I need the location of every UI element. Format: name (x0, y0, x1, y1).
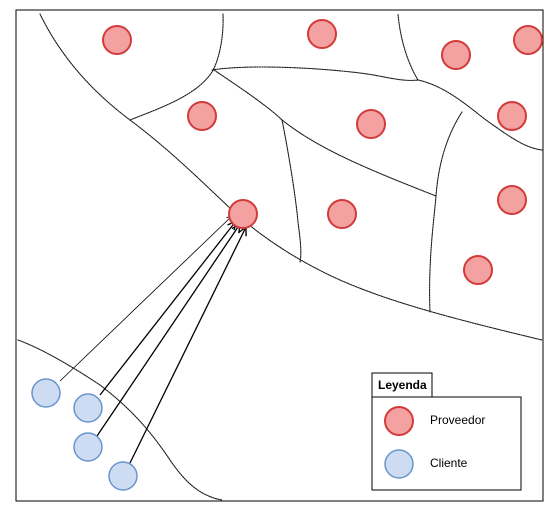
connection-arrows (59, 216, 246, 464)
boundary-center-vertical (281, 119, 302, 263)
arrow-client-2 (99, 221, 236, 396)
legend-provider-label: Proveedor (430, 413, 485, 427)
boundary-top-middle (211, 66, 419, 81)
legend: Leyenda Proveedor Cliente (371, 372, 522, 491)
arrow-client-1 (59, 216, 232, 382)
legend-client-symbol (384, 449, 414, 479)
region-boundaries (17, 13, 543, 501)
legend-title-tab (371, 372, 433, 398)
client-node-1 (31, 378, 61, 408)
client-node-4 (108, 461, 138, 491)
provider-node (441, 40, 471, 70)
boundary-top-left-curve (129, 13, 224, 121)
provider-nodes (102, 19, 543, 285)
client-node-2 (73, 393, 103, 423)
provider-node (356, 109, 386, 139)
client-nodes (31, 378, 138, 491)
boundary-middle-diagonal (213, 69, 437, 197)
arrow-client-3 (96, 224, 240, 437)
boundary-bottom-left-curve (17, 339, 223, 501)
legend-provider-symbol (384, 406, 414, 436)
provider-node (307, 19, 337, 49)
provider-node (102, 25, 132, 55)
boundary-upper-right-vertical (397, 13, 419, 81)
legend-title: Leyenda (378, 378, 427, 392)
provider-node (187, 101, 217, 131)
provider-node (463, 255, 493, 285)
legend-client-label: Cliente (430, 456, 468, 470)
boundary-right-vertical (429, 111, 463, 313)
client-node-3 (73, 432, 103, 462)
provider-node (513, 25, 543, 55)
boundary-upper-right-diagonal (417, 79, 543, 151)
arrow-client-4 (129, 227, 246, 464)
provider-hub (228, 199, 258, 229)
provider-node (497, 185, 527, 215)
provider-node (327, 199, 357, 229)
provider-node (497, 101, 527, 131)
